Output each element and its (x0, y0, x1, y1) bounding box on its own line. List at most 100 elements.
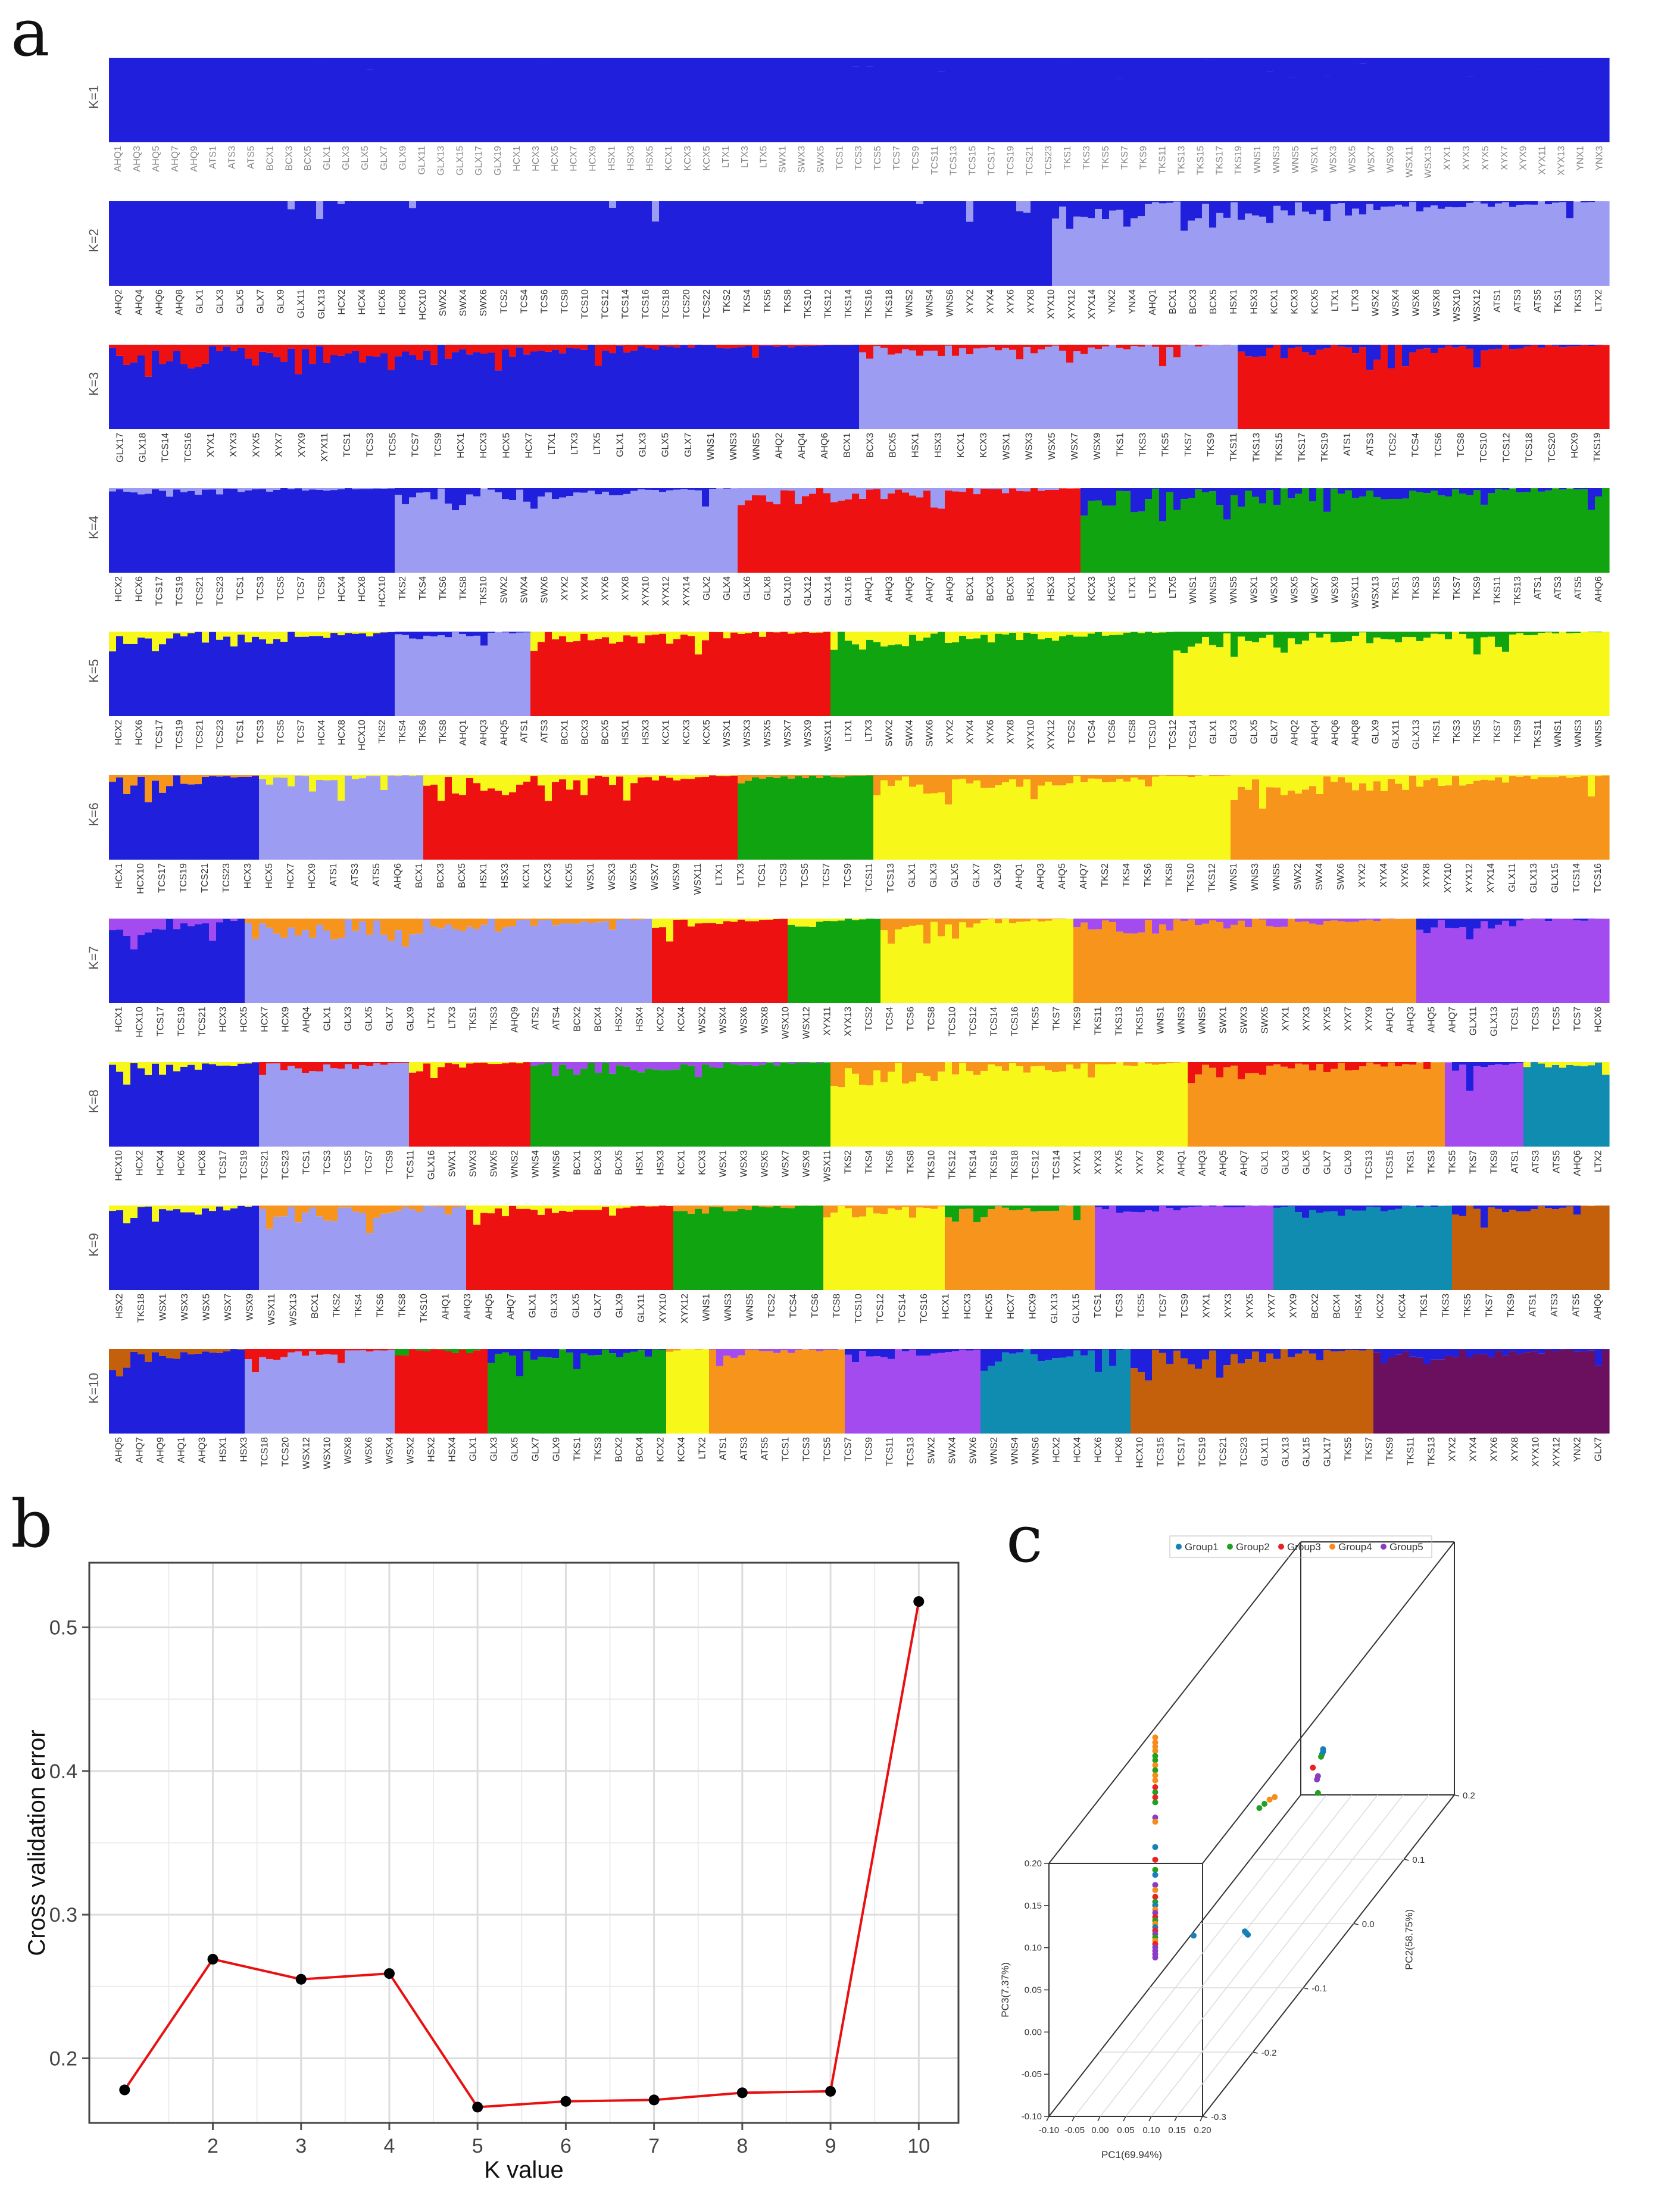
admixture-bar (380, 632, 388, 716)
admixture-bar-secondary (1045, 1062, 1053, 1070)
sample-label: TKS5 (1463, 1294, 1473, 1317)
admixture-bar (266, 491, 274, 573)
admixture-bar (859, 58, 867, 142)
admixture-bar-secondary (323, 345, 331, 363)
admixture-bar (223, 346, 231, 429)
admixture-bar-secondary (1502, 1206, 1510, 1213)
admixture-bar-secondary (666, 1349, 674, 1352)
admixture-bar-secondary (1473, 345, 1481, 368)
admixture-bar-secondary (338, 488, 345, 489)
admixture-bar (573, 923, 581, 1003)
sample-label: GLX13 (1412, 720, 1422, 750)
admixture-bar (788, 201, 795, 286)
sample-label: SWX2 (884, 720, 894, 747)
admixture-bar (795, 345, 802, 429)
admixture-bar (1273, 927, 1281, 1003)
admixture-bar (1402, 789, 1410, 860)
sample-label: HCX5 (984, 1294, 994, 1319)
admixture-bar-secondary (873, 345, 881, 346)
sample-label: WNS5 (1594, 720, 1604, 747)
sample-label: BCX2 (614, 1437, 624, 1462)
admixture-bar-secondary (1316, 919, 1324, 925)
admixture-bar-secondary (1409, 1062, 1417, 1065)
admixture-bar (995, 923, 1003, 1003)
admixture-bar (688, 201, 695, 286)
admixture-bar-secondary (1009, 632, 1017, 633)
admixture-bar (802, 1206, 810, 1290)
admixture-bar (709, 923, 717, 1003)
admixture-bar (223, 58, 231, 142)
admixture-bar-secondary (245, 1349, 252, 1360)
admixture-bar (1259, 919, 1267, 1003)
admixture-bar (538, 1064, 545, 1147)
admixture-bar-secondary (288, 488, 295, 489)
sample-label: TKS1 (1553, 289, 1563, 313)
admixture-bar (116, 201, 124, 286)
x-tick-label: 9 (825, 2135, 836, 2157)
sample-label: TCS8 (1128, 720, 1138, 744)
admixture-bar (1223, 58, 1231, 142)
admixture-bar-secondary (445, 1349, 452, 1351)
admixture-bar (566, 201, 574, 286)
admixture-bar (1038, 201, 1045, 286)
admixture-bar (473, 1063, 481, 1147)
sample-label: HSX1 (1229, 289, 1239, 314)
admixture-bar (873, 795, 881, 860)
admixture-bar-secondary (1516, 488, 1524, 493)
sample-label: AHQ2 (775, 433, 785, 459)
admixture-bar (1088, 633, 1095, 716)
admixture-bar-secondary (1088, 1062, 1095, 1078)
admixture-bar-secondary (395, 1349, 402, 1356)
sample-label: GLX9 (1371, 720, 1381, 744)
admixture-bar-secondary (788, 1349, 795, 1353)
admixture-bar (552, 349, 560, 429)
admixture-bar (373, 1063, 381, 1147)
admixture-bar (1381, 345, 1388, 429)
admixture-bar-secondary (538, 1206, 545, 1215)
admixture-bar-secondary (938, 775, 945, 792)
admixture-bar (759, 920, 767, 1003)
sample-label: BCX1 (414, 863, 424, 888)
sample-label: TKS3 (1441, 1294, 1451, 1317)
admixture-bar (516, 632, 524, 716)
admixture-bar (680, 779, 688, 860)
sample-label: HCX5 (550, 146, 560, 171)
admixture-bar-secondary (245, 775, 252, 777)
admixture-bar-secondary (1252, 345, 1260, 357)
admixture-bar-secondary (909, 345, 917, 351)
admixture-bar (302, 1356, 310, 1434)
admixture-bar (1302, 1064, 1310, 1147)
admixture-bar (988, 347, 995, 429)
admixture-bar-secondary (138, 632, 145, 638)
admixture-bar-secondary (573, 488, 581, 493)
admixture-bar-secondary (502, 919, 510, 928)
admixture-bar (159, 1209, 167, 1290)
sample-label: WNS4 (531, 1150, 541, 1178)
admixture-bar (1238, 220, 1245, 286)
admixture-bar (345, 775, 352, 860)
admixture-bar (752, 1206, 760, 1290)
admixture-bar-secondary (1316, 1206, 1324, 1213)
admixture-bar (1088, 1350, 1095, 1434)
sample-label: HCX7 (260, 1007, 270, 1032)
admixture-bar (1323, 75, 1331, 142)
admixture-bar (1002, 919, 1010, 1003)
sample-label: WSX13 (289, 1294, 299, 1326)
admixture-bar (309, 1351, 317, 1434)
sample-label: SWX6 (539, 576, 549, 603)
admixture-bar-secondary (966, 1062, 974, 1072)
admixture-bar-secondary (459, 1349, 467, 1350)
admixture-bar-secondary (945, 775, 953, 805)
admixture-bar-secondary (359, 1206, 367, 1213)
legend-label: Group4 (1338, 1541, 1372, 1553)
admixture-bar (1509, 926, 1517, 1003)
admixture-bar (1373, 781, 1381, 860)
sample-label: BCX4 (1332, 1294, 1342, 1319)
admixture-bar (230, 58, 238, 142)
admixture-bar (1102, 1209, 1110, 1290)
admixture-bar-secondary (316, 488, 324, 490)
sample-label: HSX2 (614, 1007, 624, 1032)
admixture-bar (766, 58, 774, 142)
admixture-bar (395, 1355, 402, 1434)
